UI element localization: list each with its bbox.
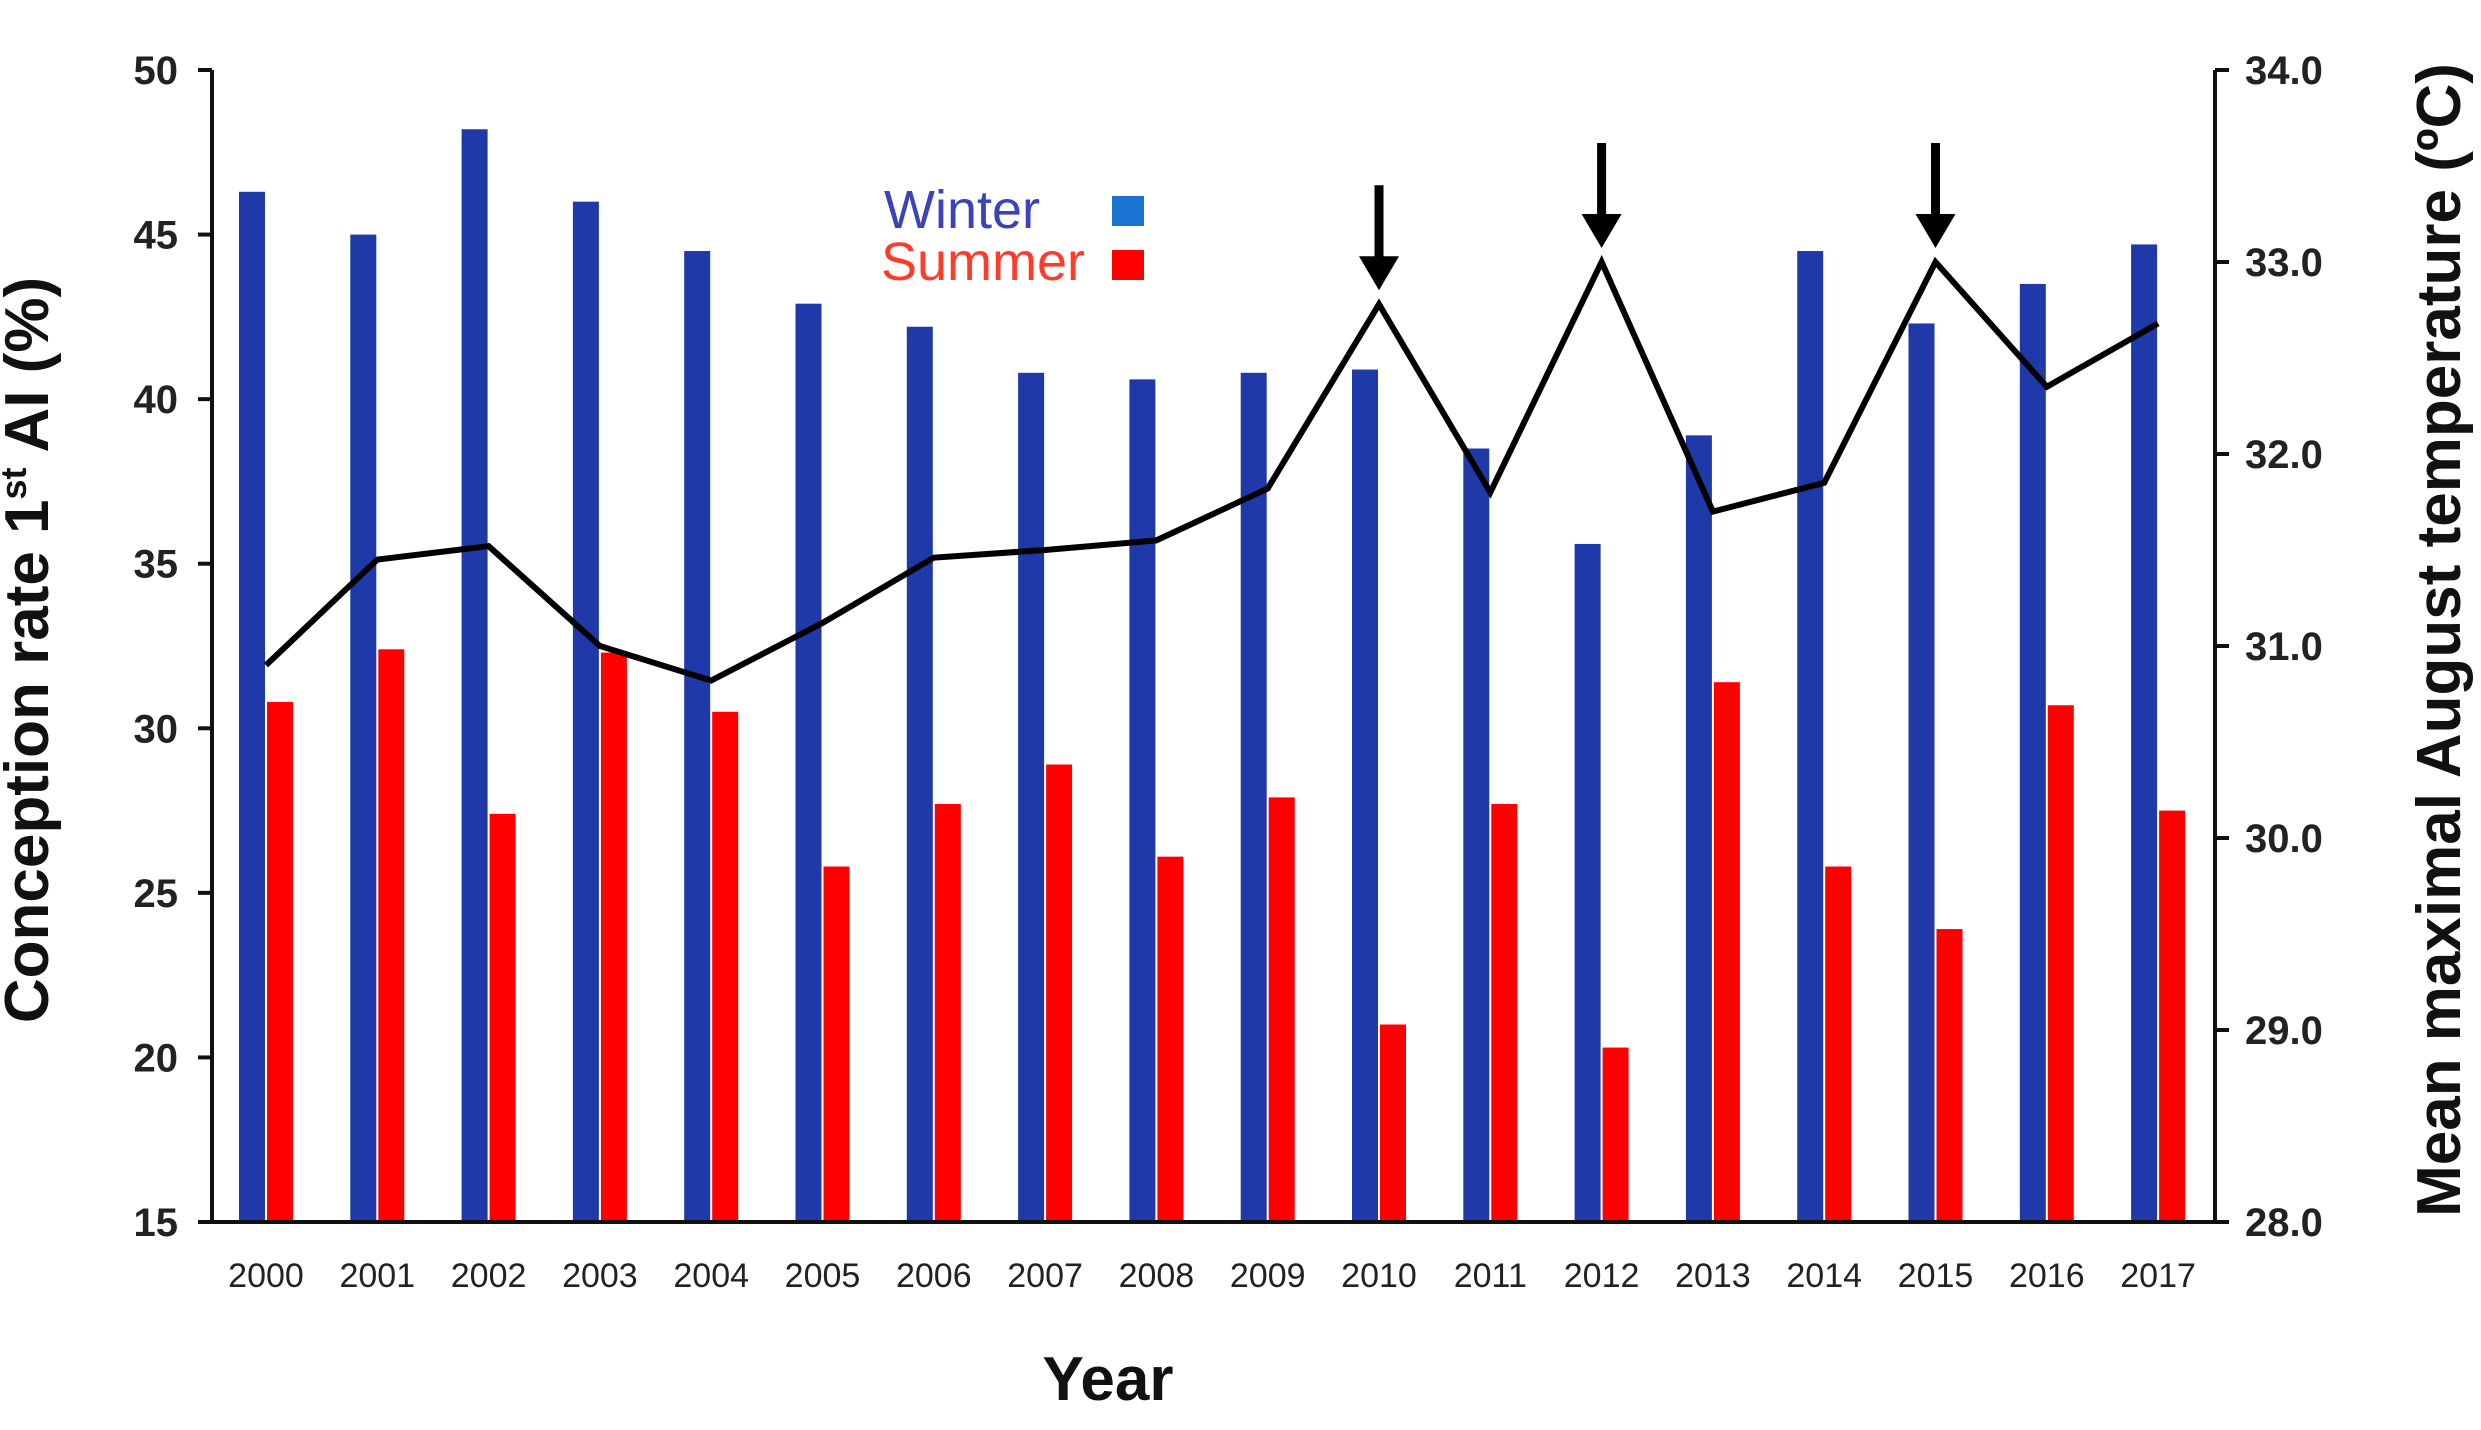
y2-tick-label-33.0: 33.0	[2245, 241, 2323, 285]
y-axis-title: Conception rate 1st AI (%)	[0, 277, 62, 1023]
x-tick-label-2009: 2009	[1230, 1257, 1306, 1295]
y-axis-title-rest: AI (%)	[0, 277, 62, 468]
legend-swatch-summer	[1112, 250, 1144, 280]
x-tick-label-2002: 2002	[451, 1257, 527, 1295]
x-tick-label-2010: 2010	[1341, 1257, 1417, 1295]
x-tick-label-2017: 2017	[2120, 1257, 2196, 1295]
winter-bar-2012	[1574, 543, 1601, 1222]
winter-bar-2010	[1352, 369, 1378, 1222]
winter-bar-2016	[2019, 283, 2046, 1222]
winter-bar-2015	[1908, 323, 1935, 1222]
y-tick-label-20: 20	[134, 1036, 179, 1080]
winter-bar-2006	[906, 326, 933, 1222]
summer-bar-2011	[1491, 803, 1518, 1222]
x-tick-label-2005: 2005	[785, 1257, 861, 1295]
x-tick-label-2012: 2012	[1564, 1257, 1640, 1295]
summer-bar-2009	[1268, 797, 1295, 1222]
y2-tick-label-31.0: 31.0	[2245, 625, 2323, 669]
summer-bar-2000	[267, 701, 293, 1222]
x-tick-label-2014: 2014	[1786, 1257, 1862, 1295]
summer-bar-2012	[1602, 1047, 1629, 1222]
summer-bar-2014	[1825, 866, 1852, 1222]
x-tick-label-2008: 2008	[1119, 1257, 1195, 1295]
x-axis-title: Year	[1042, 1345, 1173, 1414]
summer-bar-2004	[712, 711, 739, 1222]
y-axis-title-main: Conception rate 1	[0, 499, 62, 1023]
y-tick-label-45: 45	[134, 214, 179, 258]
x-tick-label-2003: 2003	[562, 1257, 638, 1295]
winter-bar-2009	[1240, 372, 1267, 1223]
winter-bar-2003	[572, 201, 599, 1222]
x-tick-label-2011: 2011	[1454, 1257, 1527, 1295]
bars-group	[239, 129, 2186, 1223]
y-tick-label-50: 50	[134, 49, 179, 93]
summer-bar-2015	[1936, 929, 1963, 1222]
arrow-head-2012	[1581, 214, 1622, 248]
y-tick-label-35: 35	[134, 543, 179, 587]
x-tick-label-2016: 2016	[2009, 1257, 2085, 1295]
summer-bar-2005	[823, 866, 850, 1222]
winter-bar-2007	[1018, 372, 1045, 1223]
summer-bar-2008	[1157, 856, 1184, 1222]
y-tick-label-30: 30	[134, 707, 179, 751]
x-tick-label-2000: 2000	[228, 1257, 304, 1295]
winter-bar-2008	[1129, 379, 1156, 1222]
summer-bar-2013	[1713, 682, 1740, 1222]
y2-tick-label-28.0: 28.0	[2245, 1201, 2323, 1245]
y-tick-label-15: 15	[134, 1201, 179, 1245]
summer-bar-2003	[600, 652, 627, 1222]
arrows-group	[1359, 143, 1956, 291]
legend-label-winter: Winter	[884, 180, 1040, 240]
y-tick-label-40: 40	[134, 378, 179, 422]
summer-bar-2007	[1046, 764, 1073, 1222]
x-tick-label-2004: 2004	[673, 1257, 749, 1295]
y2-tick-label-34.0: 34.0	[2245, 49, 2323, 93]
winter-bar-2011	[1463, 448, 1490, 1222]
summer-bar-2001	[378, 649, 405, 1222]
winter-bar-2001	[350, 234, 377, 1223]
summer-bar-2006	[934, 803, 961, 1222]
winter-bar-2013	[1685, 435, 1712, 1222]
winter-bar-2017	[2131, 244, 2158, 1223]
summer-bar-2016	[2047, 705, 2074, 1222]
x-tick-label-2001: 2001	[339, 1257, 415, 1295]
winter-bar-2002	[461, 129, 488, 1222]
y-axis-title-sup: st	[0, 467, 34, 499]
summer-bar-2010	[1380, 1024, 1406, 1222]
axes-group: 15 20 25 30 35 40 45 50 28.0 29.0 30.0 31.0 32.0 33.0…	[134, 49, 2323, 1295]
y2-axis-title: Mean maximal August temperature (ºC)	[2405, 63, 2474, 1217]
legend-swatch-winter	[1112, 196, 1144, 226]
temperature-line	[263, 254, 2160, 684]
temperature-line-group	[263, 254, 2160, 684]
summer-bar-2017	[2159, 810, 2186, 1222]
x-tick-label-2015: 2015	[1898, 1257, 1974, 1295]
winter-bar-2004	[684, 251, 711, 1222]
y2-tick-label-29.0: 29.0	[2245, 1009, 2323, 1053]
legend-label-summer: Summer	[881, 232, 1085, 292]
winter-bar-2005	[795, 303, 822, 1223]
arrow-head-2015	[1915, 214, 1956, 248]
x-tick-label-2013: 2013	[1675, 1257, 1751, 1295]
summer-bar-2002	[489, 813, 516, 1222]
winter-bar-2000	[239, 191, 265, 1223]
arrow-head-2010	[1359, 256, 1399, 291]
y-tick-label-25: 25	[134, 872, 179, 916]
y2-tick-label-30.0: 30.0	[2245, 817, 2323, 861]
x-tick-label-2006: 2006	[896, 1257, 972, 1295]
x-tick-label-2007: 2007	[1007, 1257, 1083, 1295]
winter-bar-2014	[1797, 251, 1824, 1222]
y2-tick-label-32.0: 32.0	[2245, 433, 2323, 477]
